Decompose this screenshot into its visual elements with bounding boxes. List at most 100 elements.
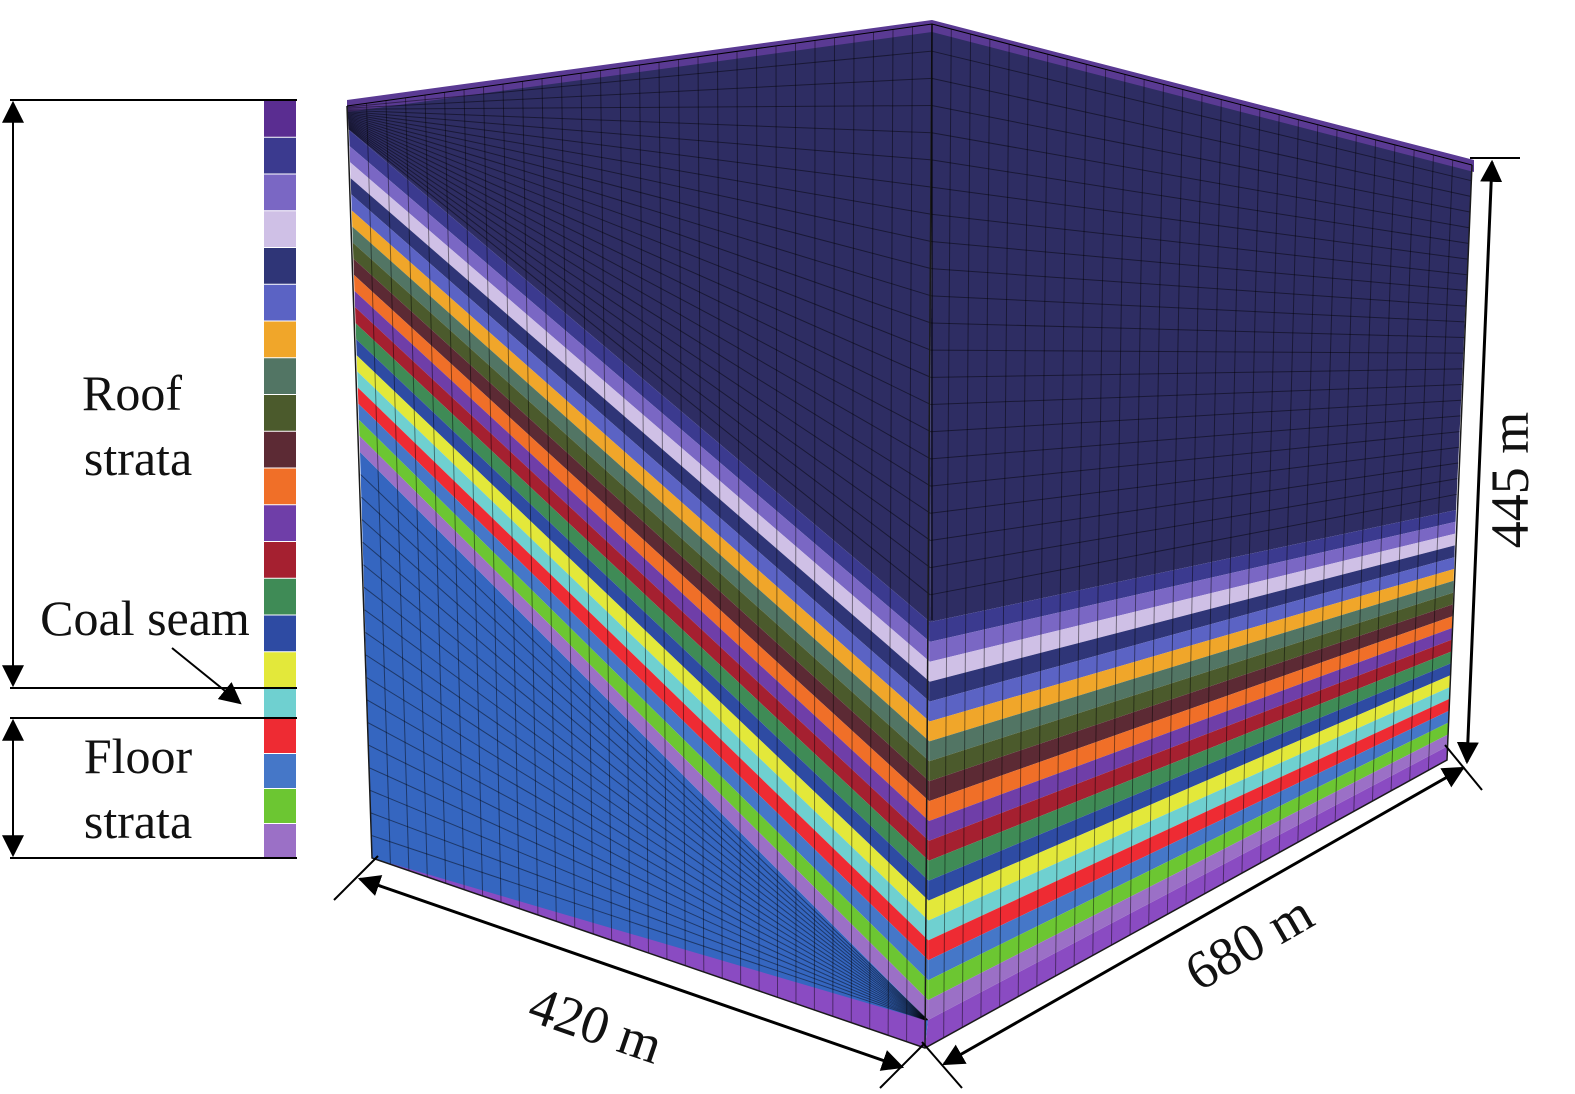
right-mesh-v-17 (1241, 109, 1261, 874)
right-mesh-h-17 (930, 431, 1460, 487)
left-layer-17 (357, 387, 929, 961)
length-arrow (942, 766, 1465, 1066)
roof-label-line1: Roof (82, 365, 182, 421)
right-mesh-v-16 (1222, 104, 1242, 884)
left-mesh-v-5 (444, 92, 465, 890)
floor-label-line1: Floor (84, 728, 193, 784)
model-mesh-grid (346, 23, 1473, 1049)
right-layer-9 (929, 604, 1453, 802)
model-front-edge (924, 23, 933, 1049)
right-mesh-h-8 (931, 240, 1467, 291)
width-arrow (357, 875, 905, 1071)
right-mesh-h-18 (930, 446, 1459, 514)
left-layer-16 (357, 371, 929, 941)
left-mesh-v-28 (887, 29, 894, 1036)
left-layer-4 (350, 178, 930, 702)
strata-swatch-12 (264, 505, 296, 541)
left-overburden-block (347, 24, 932, 622)
right-mesh-v-19 (1278, 119, 1299, 853)
left-layer-8 (352, 242, 930, 782)
right-mesh-v-20 (1297, 124, 1319, 843)
width-label: 420 m (522, 974, 671, 1075)
strata-swatch-5 (264, 248, 296, 284)
length-tick-right (1444, 744, 1483, 791)
strata-swatch-20 (264, 789, 296, 823)
left-layer-2 (349, 146, 930, 662)
left-mesh-h-9 (347, 115, 932, 270)
right-layer-2 (929, 521, 1456, 662)
right-mesh-h-7 (931, 213, 1467, 276)
right-mesh-v-25 (1390, 149, 1415, 791)
strata-swatch-6 (264, 284, 296, 321)
left-mesh-v-1 (366, 103, 391, 865)
coal-seam-pointer (171, 647, 242, 705)
left-mesh-v-21 (756, 48, 760, 992)
strata-swatch-8 (264, 358, 296, 394)
left-mesh-v-26 (850, 34, 855, 1023)
coal-seam-label: Coal seam (40, 590, 250, 646)
3d-strata-model (346, 20, 1474, 1049)
strata-swatch-17 (264, 689, 296, 718)
left-mesh-h-11 (347, 117, 932, 324)
left-layer-18 (358, 403, 929, 981)
right-layer-7 (929, 580, 1454, 762)
strata-swatch-13 (264, 542, 296, 578)
strata-swatch-1 (264, 101, 296, 137)
left-layer-7 (352, 226, 930, 762)
right-mesh-v-26 (1409, 154, 1434, 781)
strata-swatch-9 (264, 395, 296, 431)
left-mesh-v-22 (775, 45, 779, 998)
right-mesh-v-23 (1353, 139, 1377, 812)
left-layer-9 (353, 258, 930, 802)
left-mesh-h-20 (348, 127, 931, 569)
left-mesh-v-14 (619, 67, 631, 947)
left-mesh-h-21 (348, 128, 931, 596)
right-mesh-v-18 (1260, 114, 1280, 863)
strata-legend: Roof strata Coal seam Floor strata (2, 99, 297, 859)
left-mesh-h-1 (347, 50, 932, 108)
left-mesh-v-7 (483, 86, 502, 903)
strata-swatch-4 (264, 211, 296, 247)
left-layer-19 (358, 419, 929, 1001)
left-mesh-h-16 (348, 123, 931, 460)
left-layer-14 (356, 339, 929, 901)
left-mesh-h-17 (348, 124, 931, 487)
left-layer-20 (359, 435, 929, 1020)
left-layer-6 (351, 210, 930, 742)
left-mesh-h-19 (348, 126, 931, 541)
right-mesh-h-9 (931, 268, 1466, 307)
right-mesh-h-16 (930, 415, 1461, 460)
strata-swatch-16 (264, 652, 296, 688)
right-mesh-v-27 (1427, 159, 1454, 771)
floor-label-line2: strata (84, 793, 192, 849)
strata-swatch-11 (264, 468, 296, 505)
roof-label-line2: strata (84, 430, 192, 486)
height-arrow (1456, 159, 1503, 765)
height-label: 445 m (1480, 412, 1540, 549)
left-mesh-v-17 (678, 59, 686, 966)
strata-swatch-19 (264, 754, 296, 788)
left-mesh-v-2 (385, 100, 410, 871)
length-label: 680 m (1175, 882, 1323, 1002)
left-layer-3 (350, 162, 930, 682)
left-mesh-h-7 (347, 113, 932, 215)
left-mesh-v-20 (736, 51, 742, 985)
left-mesh-v-3 (405, 97, 428, 878)
left-mesh-h-10 (347, 116, 932, 297)
right-mesh-v-24 (1371, 144, 1396, 802)
strata-swatch-15 (264, 615, 296, 652)
left-layer-11 (354, 291, 929, 841)
right-mesh-h-20 (930, 478, 1458, 569)
left-mesh-v-13 (600, 70, 613, 941)
left-mesh-v-9 (522, 81, 539, 916)
right-mesh-h-4 (931, 132, 1470, 229)
left-mesh-h-5 (347, 110, 932, 161)
right-mesh-h-11 (930, 322, 1465, 338)
left-mesh-h-14 (348, 120, 931, 405)
left-mesh-v-15 (639, 64, 649, 954)
left-mesh-v-10 (541, 78, 557, 922)
strata-swatch-18 (264, 719, 296, 753)
left-layer-13 (355, 323, 929, 881)
left-layer-1 (349, 130, 930, 642)
right-mesh-v-21 (1316, 129, 1338, 833)
